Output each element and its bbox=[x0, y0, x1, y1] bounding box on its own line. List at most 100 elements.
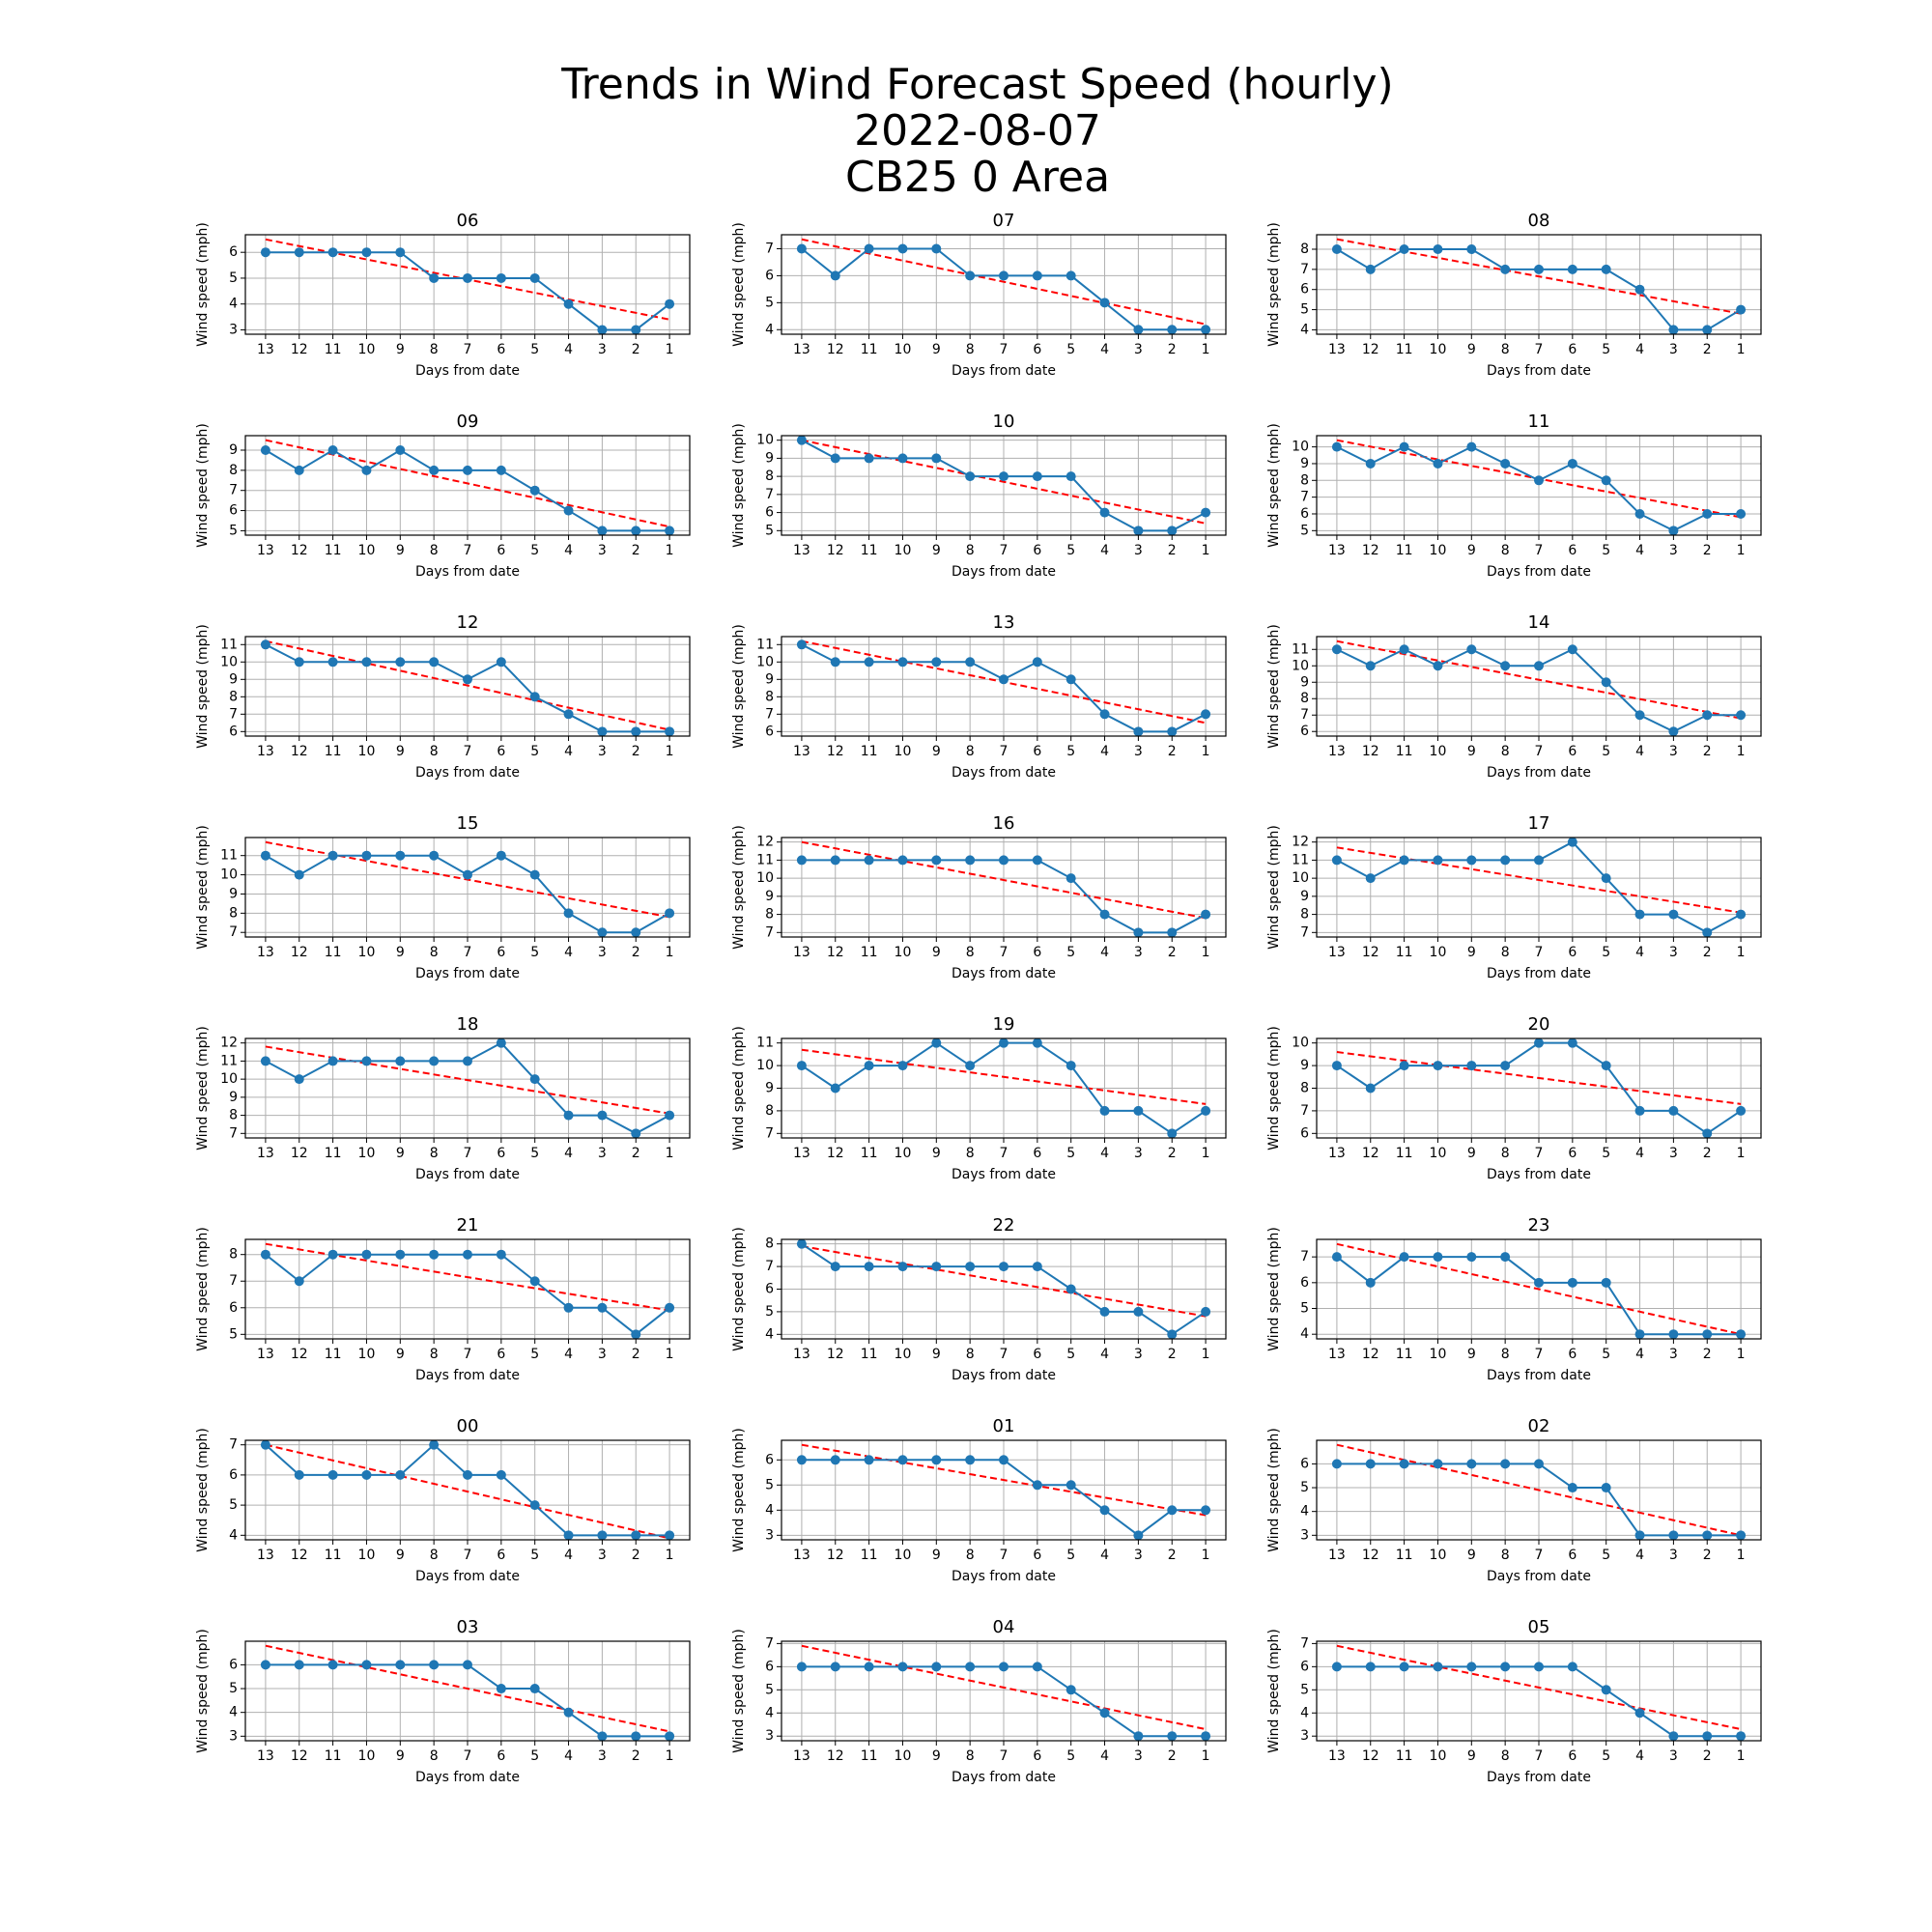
y-tick-label: 9 bbox=[765, 671, 774, 687]
x-tick-label: 5 bbox=[1066, 945, 1075, 960]
x-tick-label: 7 bbox=[1535, 543, 1544, 558]
data-point bbox=[965, 1455, 976, 1465]
data-point bbox=[529, 485, 540, 496]
x-tick-label: 2 bbox=[632, 1347, 640, 1362]
y-tick-label: 5 bbox=[765, 523, 774, 538]
y-axis-label: Wind speed (mph) bbox=[195, 624, 211, 749]
data-point bbox=[1099, 909, 1110, 920]
x-tick-label: 12 bbox=[291, 1347, 308, 1362]
data-point bbox=[1065, 270, 1076, 281]
data-point bbox=[1399, 441, 1409, 452]
x-tick-label: 10 bbox=[1430, 342, 1447, 357]
x-tick-label: 7 bbox=[464, 1347, 472, 1362]
data-point bbox=[1466, 441, 1477, 452]
data-point bbox=[260, 1249, 270, 1260]
data-point bbox=[864, 657, 874, 668]
figure-title: CB25 0 Area bbox=[845, 153, 1110, 202]
axes-frame bbox=[781, 837, 1227, 938]
y-tick-label: 6 bbox=[765, 1282, 774, 1297]
x-tick-label: 2 bbox=[632, 543, 640, 558]
x-axis-label: Days from date bbox=[415, 564, 520, 580]
data-point bbox=[597, 726, 608, 737]
data-point bbox=[1736, 1105, 1747, 1116]
x-tick-label: 8 bbox=[430, 1748, 439, 1764]
subplot-title: 01 bbox=[993, 1416, 1015, 1436]
x-tick-label: 11 bbox=[325, 1146, 342, 1161]
axes-frame bbox=[244, 234, 691, 335]
data-point bbox=[1365, 661, 1376, 671]
y-tick-label: 7 bbox=[229, 483, 238, 498]
y-tick-label: 3 bbox=[1300, 1527, 1309, 1543]
y-tick-label: 9 bbox=[765, 450, 774, 466]
data-point bbox=[1167, 526, 1178, 536]
x-tick-label: 4 bbox=[564, 1347, 573, 1362]
x-tick-label: 10 bbox=[358, 1146, 376, 1161]
data-point bbox=[631, 1128, 641, 1139]
data-point bbox=[463, 1469, 472, 1480]
data-point bbox=[1365, 458, 1376, 469]
x-tick-label: 11 bbox=[325, 744, 342, 759]
x-tick-label: 2 bbox=[1703, 1347, 1712, 1362]
data-point bbox=[999, 1455, 1009, 1465]
y-tick-label: 9 bbox=[1300, 1058, 1309, 1073]
x-tick-label: 3 bbox=[598, 945, 607, 960]
subplot: 19 7 8 9 10 11 13 12 11 10 9 8 7 6 5 4 3 2 1 Days from date… bbox=[731, 1014, 1227, 1182]
data-point bbox=[999, 1037, 1009, 1048]
y-axis-label: Wind speed (mph) bbox=[731, 1629, 747, 1753]
data-point bbox=[796, 1662, 807, 1672]
x-tick-label: 9 bbox=[932, 543, 941, 558]
data-point bbox=[1702, 1128, 1713, 1139]
x-axis-label: Days from date bbox=[415, 1167, 520, 1182]
y-axis-label: Wind speed (mph) bbox=[195, 1428, 211, 1552]
data-point bbox=[597, 1530, 608, 1541]
data-point bbox=[563, 1707, 574, 1718]
subplot-title: 02 bbox=[1528, 1416, 1550, 1436]
data-point bbox=[395, 247, 406, 258]
axes-frame bbox=[781, 1037, 1227, 1139]
data-point bbox=[1133, 325, 1144, 335]
x-tick-label: 9 bbox=[396, 543, 405, 558]
trend-line bbox=[801, 840, 1207, 920]
data-point bbox=[864, 1662, 874, 1672]
data-point bbox=[1567, 837, 1577, 847]
data-point bbox=[864, 1455, 874, 1465]
data-point bbox=[1534, 1459, 1544, 1469]
x-tick-label: 6 bbox=[497, 1748, 505, 1764]
x-tick-label: 9 bbox=[1467, 1146, 1476, 1161]
data-point bbox=[1365, 1662, 1376, 1672]
x-tick-label: 2 bbox=[1168, 342, 1177, 357]
data-point bbox=[1433, 458, 1443, 469]
data-point bbox=[1500, 855, 1511, 866]
x-tick-label: 6 bbox=[1568, 342, 1577, 357]
x-tick-label: 7 bbox=[1000, 1548, 1009, 1563]
subplot-title: 09 bbox=[457, 412, 479, 432]
y-tick-label: 11 bbox=[756, 637, 774, 652]
data-point bbox=[1133, 526, 1144, 536]
data-point bbox=[327, 247, 338, 258]
data-point bbox=[1567, 458, 1577, 469]
x-tick-label: 2 bbox=[1168, 1146, 1177, 1161]
y-tick-label: 4 bbox=[229, 297, 238, 312]
data-point bbox=[1466, 855, 1477, 866]
subplot: 23 4 5 6 7 13 12 11 10 9 8 7 6 5 4 3 2 1 Days from date Win… bbox=[1266, 1215, 1762, 1383]
subplot-title: 15 bbox=[457, 813, 479, 834]
data-point bbox=[361, 1469, 372, 1480]
data-point bbox=[1399, 1061, 1409, 1071]
y-tick-label: 8 bbox=[765, 1103, 774, 1119]
x-tick-label: 13 bbox=[257, 543, 274, 558]
subplot: 03 3 4 5 6 13 12 11 10 9 8 7 6 5 4 3 2 1 Days from date Win… bbox=[195, 1617, 691, 1785]
x-tick-label: 12 bbox=[827, 1748, 844, 1764]
x-tick-label: 5 bbox=[530, 1548, 539, 1563]
subplot: 02 3 4 5 6 13 12 11 10 9 8 7 6 5 4 3 2 1 Days from date Win… bbox=[1266, 1416, 1762, 1584]
data-point bbox=[1567, 1277, 1577, 1288]
y-tick-label: 5 bbox=[229, 270, 238, 286]
data-point bbox=[395, 1660, 406, 1670]
x-tick-label: 5 bbox=[1066, 1748, 1075, 1764]
x-tick-label: 9 bbox=[396, 1748, 405, 1764]
subplot-title: 06 bbox=[457, 211, 479, 231]
data-point bbox=[1668, 909, 1679, 920]
data-point bbox=[529, 869, 540, 880]
data-point bbox=[1399, 1252, 1409, 1263]
